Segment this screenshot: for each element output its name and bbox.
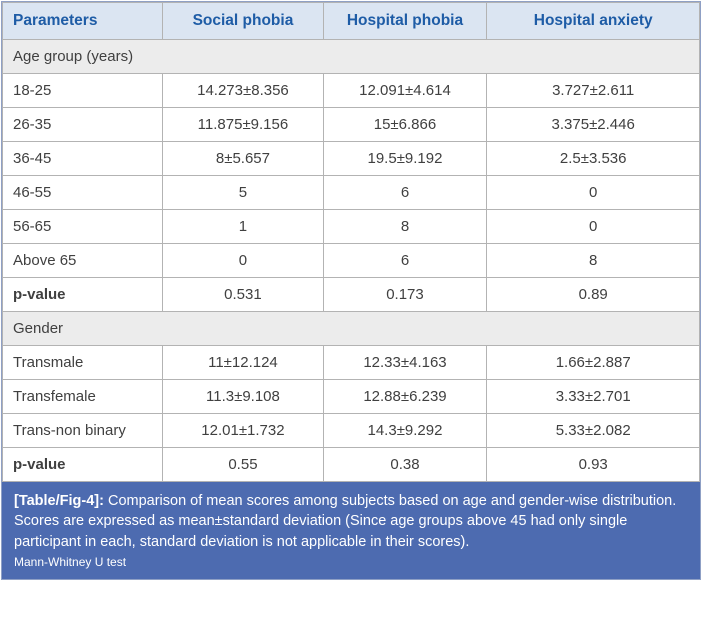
value-cell: 6 [322,175,488,210]
table-row: 26-35 11.875±9.156 15±6.866 3.375±2.446 [1,107,700,142]
row-label: Transmale [1,345,164,380]
row-label: 36-45 [1,141,164,176]
value-cell: 0 [486,209,700,244]
value-cell: 0 [486,175,700,210]
value-cell: 14.3±9.292 [322,413,488,448]
value-cell: 0 [162,243,324,278]
section-title: Age group (years) [2,39,700,74]
value-cell: 12.091±4.614 [322,73,488,108]
value-cell: 1 [162,209,324,244]
header-cell-hospital-anxiety: Hospital anxiety [486,2,700,40]
header-cell-hospital-phobia: Hospital phobia [322,2,488,40]
table-row: 36-45 8±5.657 19.5±9.192 2.5±3.536 [1,141,700,176]
value-cell: 15±6.866 [322,107,488,142]
value-cell: 0.55 [162,447,324,482]
row-label: 46-55 [1,175,164,210]
row-label: 26-35 [1,107,164,142]
value-cell: 3.727±2.611 [486,73,700,108]
value-cell: 6 [322,243,488,278]
caption-test-note: Mann-Whitney U test [14,554,127,569]
table-row-p-value: p-value 0.55 0.38 0.93 [1,447,700,482]
value-cell: 0.173 [322,277,488,312]
value-cell: 8 [322,209,488,244]
row-label: 56-65 [1,209,164,244]
value-cell: 1.66±2.887 [486,345,700,380]
value-cell: 11.875±9.156 [162,107,324,142]
table-row: 18-25 14.273±8.356 12.091±4.614 3.727±2.… [1,73,700,108]
row-label: 18-25 [1,73,164,108]
caption-note: Scores are expressed as mean±standard de… [14,513,628,550]
value-cell: 11±12.124 [162,345,324,380]
row-label: p-value [1,277,164,312]
comparison-table: Parameters Social phobia Hospital phobia… [1,2,700,482]
value-cell: 11.3±9.108 [162,379,324,414]
value-cell: 5.33±2.082 [486,413,700,448]
value-cell: 0.38 [322,447,488,482]
row-label: p-value [1,447,164,482]
header-cell-parameters: Parameters [1,2,164,40]
row-label: Trans-non binary [1,413,164,448]
value-cell: 2.5±3.536 [486,141,700,176]
table-row: Transmale 11±12.124 12.33±4.163 1.66±2.8… [1,345,700,380]
section-title: Gender [2,311,700,346]
section-row-gender: Gender [2,311,700,346]
table-row: 46-55 5 6 0 [1,175,700,210]
value-cell: 14.273±8.356 [162,73,324,108]
table-row: Transfemale 11.3±9.108 12.88±6.239 3.33±… [1,379,700,414]
table-row: Trans-non binary 12.01±1.732 14.3±9.292 … [1,413,700,448]
value-cell: 5 [162,175,324,210]
table-row: 56-65 1 8 0 [1,209,700,244]
table-caption: [Table/Fig-4]: Comparison of mean scores… [2,482,700,579]
value-cell: 8±5.657 [162,141,324,176]
value-cell: 3.33±2.701 [486,379,700,414]
value-cell: 12.01±1.732 [162,413,324,448]
table-fig-4: Parameters Social phobia Hospital phobia… [1,1,701,580]
value-cell: 12.88±6.239 [322,379,488,414]
value-cell: 19.5±9.192 [322,141,488,176]
caption-text: Comparison of mean scores among subjects… [107,493,677,509]
caption-main: [Table/Fig-4]: Comparison of mean scores… [14,491,688,511]
table-row-p-value: p-value 0.531 0.173 0.89 [1,277,700,312]
value-cell: 0.93 [486,447,700,482]
section-row-age-group: Age group (years) [2,39,700,74]
value-cell: 12.33±4.163 [322,345,488,380]
value-cell: 8 [486,243,700,278]
row-label: Above 65 [1,243,164,278]
value-cell: 0.531 [162,277,324,312]
value-cell: 3.375±2.446 [486,107,700,142]
value-cell: 0.89 [486,277,700,312]
table-row: Above 65 0 6 8 [1,243,700,278]
row-label: Transfemale [1,379,164,414]
caption-label: [Table/Fig-4]: [14,493,104,509]
header-row: Parameters Social phobia Hospital phobia… [1,2,700,40]
header-cell-social-phobia: Social phobia [162,2,324,40]
